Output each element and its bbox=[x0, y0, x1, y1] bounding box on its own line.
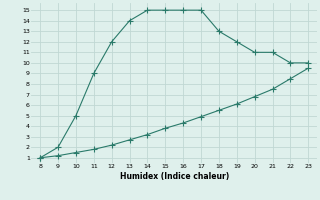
X-axis label: Humidex (Indice chaleur): Humidex (Indice chaleur) bbox=[120, 172, 229, 181]
